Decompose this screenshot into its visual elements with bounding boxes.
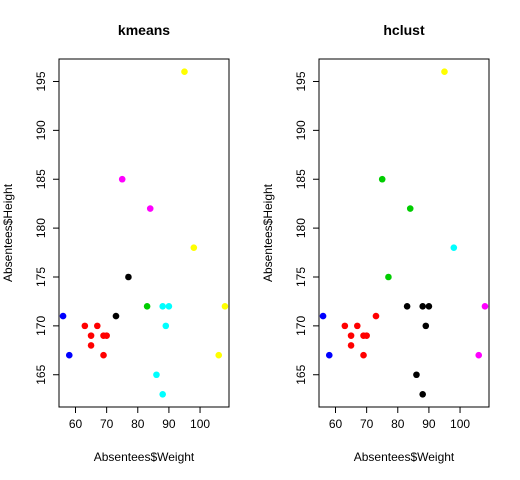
data-point <box>353 322 361 330</box>
plot-frame <box>58 58 230 408</box>
data-point <box>125 273 132 281</box>
y-tick-label: 165 <box>34 364 48 384</box>
data-point <box>221 303 229 310</box>
y-tick-label: 175 <box>34 267 48 287</box>
data-point <box>100 351 107 359</box>
y-tick-label: 170 <box>294 316 308 336</box>
x-axis-label: Absentees$Weight <box>94 450 195 464</box>
x-tick-label: 100 <box>450 417 470 431</box>
data-point <box>143 303 151 310</box>
data-point <box>146 205 154 212</box>
data-point <box>87 342 95 349</box>
y-tick-label: 185 <box>34 169 48 189</box>
chart-panel-2: hclust 60 70 80 90 100 165 170 175 180 185 190 195 Ab… <box>261 22 490 464</box>
y-tick-label: 195 <box>34 71 48 91</box>
chart-title: kmeans <box>118 22 170 38</box>
chart-title: hclust <box>383 22 425 38</box>
data-point <box>425 303 433 310</box>
y-tick-label: 180 <box>294 218 308 238</box>
y-tick-label: 190 <box>294 120 308 140</box>
data-point <box>325 351 333 359</box>
data-point <box>422 322 430 330</box>
x-tick-label: 90 <box>422 417 436 431</box>
y-tick-label: 190 <box>34 120 48 140</box>
data-point <box>165 303 173 310</box>
x-tick-label: 70 <box>360 417 374 431</box>
plot-frame <box>318 58 490 408</box>
data-point <box>93 322 101 330</box>
data-point <box>190 244 198 251</box>
data-point <box>159 303 166 310</box>
data-point <box>87 332 95 339</box>
data-point <box>441 68 448 76</box>
data-point <box>406 205 414 212</box>
data-point <box>347 342 355 349</box>
data-point <box>481 303 489 310</box>
data-point <box>103 332 110 339</box>
y-axis-label: Absentees$Height <box>261 183 275 282</box>
data-point <box>181 68 188 76</box>
y-axis-label: Absentees$Height <box>1 183 15 282</box>
data-point <box>81 322 89 330</box>
x-tick-label: 80 <box>131 417 145 431</box>
data-point <box>372 312 380 320</box>
y-tick-label: 185 <box>294 169 308 189</box>
data-point <box>59 312 67 320</box>
data-point <box>65 351 73 359</box>
x-tick-label: 60 <box>69 417 83 431</box>
x-tick-label: 80 <box>391 417 405 431</box>
y-tick-label: 165 <box>294 364 308 384</box>
data-point <box>419 303 426 310</box>
x-tick-label: 100 <box>190 417 210 431</box>
data-point <box>319 312 327 320</box>
data-point <box>403 303 411 310</box>
y-tick-label: 170 <box>34 316 48 336</box>
data-point <box>413 371 420 379</box>
y-tick-label: 180 <box>34 218 48 238</box>
data-point <box>385 273 392 281</box>
data-point <box>159 390 166 398</box>
x-tick-label: 70 <box>100 417 114 431</box>
data-point <box>475 351 483 359</box>
data-point <box>215 351 223 359</box>
chart-panel-1: kmeans 60 70 80 90 100 165 170 175 180 185 190 195 Ab… <box>1 22 230 464</box>
y-tick-label: 195 <box>294 71 308 91</box>
data-point <box>112 312 120 320</box>
data-point <box>162 322 170 330</box>
data-point <box>153 371 160 379</box>
data-point <box>450 244 458 251</box>
x-axis-label: Absentees$Weight <box>354 450 455 464</box>
data-point <box>347 332 355 339</box>
data-point <box>118 175 126 183</box>
data-point <box>360 351 367 359</box>
data-point <box>341 322 349 330</box>
data-point <box>363 332 370 339</box>
data-point <box>378 175 386 183</box>
x-tick-label: 90 <box>162 417 176 431</box>
y-tick-label: 175 <box>294 267 308 287</box>
x-tick-label: 60 <box>329 417 343 431</box>
data-point <box>419 390 426 398</box>
